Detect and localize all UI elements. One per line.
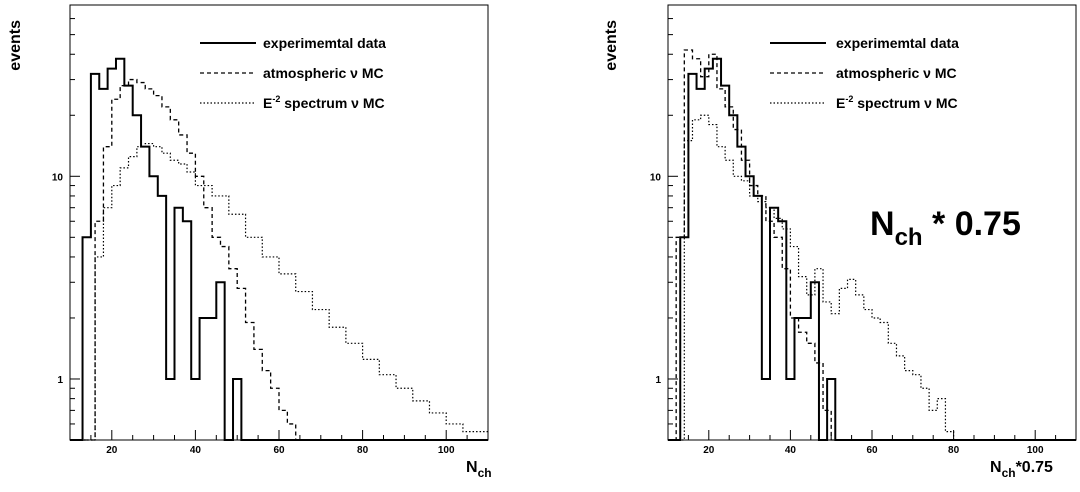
x-tick-label: 100 — [438, 445, 455, 456]
x-tick-label: 100 — [1027, 445, 1044, 456]
legend-label: E-2 spectrum ν MC — [836, 94, 958, 111]
legend-label: atmospheric ν MC — [836, 65, 957, 81]
y-tick-label: 10 — [52, 172, 64, 183]
annotation-scale: Nch * 0.75 — [870, 205, 1021, 251]
y-axis-title: events — [603, 20, 620, 71]
legend-label: E-2 spectrum ν MC — [263, 94, 385, 111]
panel-2: 20 40 60 80 100 1 10 events Nch*0.75 experimemtal… — [603, 4, 1077, 480]
y-tick-label: 10 — [650, 172, 662, 183]
y-tick-label: 1 — [655, 375, 661, 386]
x-tick-label: 40 — [190, 445, 202, 456]
x-tick-label: 60 — [866, 445, 878, 456]
x-tick-label: 80 — [357, 445, 369, 456]
x-tick-label: 20 — [703, 445, 715, 456]
legend-label: experimemtal data — [263, 35, 386, 51]
series-dotted — [70, 142, 488, 441]
panel-1: 20 40 60 80 100 1 10 events Nch experimemtal data… — [7, 4, 492, 480]
series-solid — [70, 57, 488, 441]
series-dotted — [668, 114, 1076, 441]
y-axis-title: events — [7, 20, 24, 71]
series-dashed — [668, 49, 1076, 441]
legend-label: experimemtal data — [836, 35, 959, 51]
series-dashed — [70, 78, 488, 441]
x-tick-label: 80 — [948, 445, 960, 456]
y-tick-label: 1 — [57, 375, 63, 386]
legend-label: atmospheric ν MC — [263, 65, 384, 81]
x-axis-title: Nch*0.75 — [990, 459, 1053, 480]
x-axis-title: Nch — [466, 459, 492, 480]
x-tick-label: 20 — [106, 445, 118, 456]
x-tick-label: 40 — [785, 445, 797, 456]
x-tick-label: 60 — [273, 445, 285, 456]
